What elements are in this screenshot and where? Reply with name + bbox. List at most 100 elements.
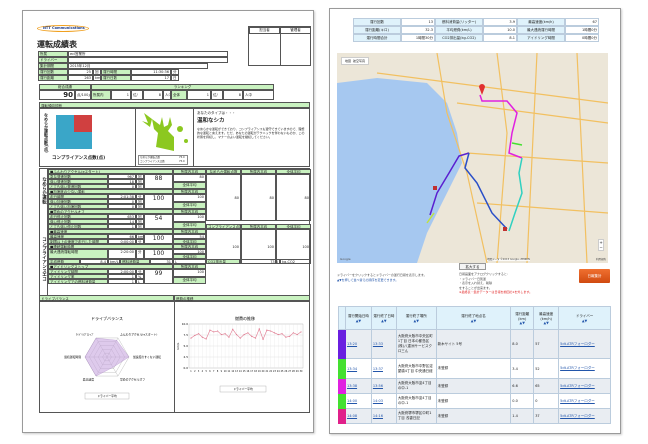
column-header[interactable]: 運行開始日時 ▲▼: [344, 306, 372, 330]
map[interactable]: 地図 航空写真 + − Google 地図データ ©2015 Google, Z…: [337, 53, 608, 263]
table-row[interactable]: 13:34 13:37 大阪府大阪市中野区淀屋橋4丁目 中央通日経 未登録 3.4 52 5…: [338, 358, 611, 379]
avg-value: 100: [173, 249, 206, 254]
data-point: [194, 334, 196, 337]
table-row[interactable]: 13:20 13:33 大阪府大阪市中央区町1丁目 日本の都島区(株)八重洲サービス…: [338, 329, 611, 359]
fuel-unit: km/L: [108, 259, 120, 264]
cell-dist: 6.6: [510, 378, 535, 394]
trip-table: 運行開始日時 ▲▼ 運行終了日時 ▲▼ 運行終了場所 ▲▼ 運行終了地点名 ▲▼ 運行距離(km…: [338, 306, 611, 424]
x-tick-label: 21: [265, 370, 268, 373]
cell-end: 13:56: [370, 378, 397, 394]
charts-box: ドライブバランス ｱｲﾄﾞﾘﾝｸﾞｽﾄｯﾌﾟ ふんわりアクセル(eスタート) 加速度の…: [39, 301, 310, 413]
cell-driver[interactable]: 5dt.ATRフォーロダー: [558, 329, 611, 359]
metric-unit: 回: [136, 219, 144, 224]
map-terms-link[interactable]: 利用規約: [595, 257, 606, 261]
x-tick-label: 12: [231, 370, 234, 373]
cell-start[interactable]: 14:08: [344, 408, 372, 424]
sort-icon[interactable]: ▲▼: [381, 318, 387, 323]
cell-start[interactable]: 13:38: [344, 378, 372, 394]
google-logo: Google: [340, 257, 351, 261]
fuel-label: 平均燃費: [48, 259, 80, 264]
sort-icon[interactable]: ▲▼: [519, 320, 525, 325]
zoom-out-button[interactable]: −: [599, 245, 603, 250]
sort-icon[interactable]: ▲▼: [581, 318, 588, 323]
people-unit: 人中: [163, 90, 171, 100]
table-row[interactable]: 14:00 14:03 大阪府大阪市淀4丁目の中-1 未登録 0.0 0 5dt.ATRフォ…: [338, 393, 611, 409]
avg-value: 80: [173, 174, 206, 182]
summary-header: 所属内平均: [241, 169, 276, 174]
avg-label: 全体平均: [173, 239, 206, 244]
cell-driver[interactable]: 5dt.ATRフォーロダー: [558, 358, 611, 379]
map-tab-satellite[interactable]: 航空写真: [352, 59, 365, 63]
sort-icon[interactable]: ▲▼: [470, 318, 477, 323]
table-row[interactable]: 14:08 14:16 大阪府堺市堺区中町1丁目 浅香日記 未登録 1.4 37 5dt.A…: [338, 408, 611, 424]
cell-speed: 37: [533, 408, 560, 424]
x-tick-label: 26: [284, 370, 287, 373]
x-tick-label: 6: [209, 370, 211, 373]
data-point: [277, 333, 279, 336]
type-intro: あなたのタイプは・・・: [197, 111, 236, 115]
info-unit: 日: [171, 75, 179, 81]
stat-label: アイドリング時間: [517, 34, 565, 42]
data-point: [254, 337, 257, 339]
map-tab-map[interactable]: 地図: [345, 59, 352, 63]
column-header[interactable]: ドライバー ▲▼: [558, 306, 611, 330]
cell-driver[interactable]: 5dt.ATRフォーロダー: [558, 393, 611, 409]
data-point: [258, 328, 260, 330]
route-line: [508, 157, 523, 232]
info-label: ドライバー: [38, 57, 68, 63]
metric-unit: 分: [136, 249, 144, 259]
section-title: ■加速度の少ない運転: [48, 189, 173, 194]
note-left: ドライバーをクリックするとドライバーの運行日報を表示します。 ▲▼を押して並べ替…: [337, 273, 427, 282]
chart-title: ドライブバランス: [91, 315, 123, 321]
zoom-in-button[interactable]: +: [599, 240, 603, 245]
cell-start[interactable]: 13:34: [344, 358, 372, 379]
x-tick-label: 3: [198, 370, 200, 373]
route-color-swatch: [338, 358, 346, 379]
zoom-control: + −: [598, 239, 604, 251]
y-tick-label: 2.5: [184, 355, 189, 359]
ranking-label: ランキング: [91, 84, 274, 90]
quadrant: [56, 132, 74, 149]
sort-icon[interactable]: ▲▼: [543, 320, 549, 325]
bay-water: [337, 78, 462, 263]
sort-icon[interactable]: ▲▼: [355, 318, 362, 323]
info-label: 運行時間: [101, 69, 131, 75]
map-canvas[interactable]: [337, 53, 608, 263]
metric-label: 急な発進回数: [48, 174, 108, 179]
summary-value: 100: [206, 229, 241, 264]
stat-label: 燃料消費量(リッター): [435, 18, 483, 26]
info-value: 11:30:36: [131, 69, 171, 75]
metric-label: 最高速度: [48, 234, 108, 239]
stat-label: 最大連続運行時間: [517, 26, 565, 34]
daily-report-button[interactable]: 日報集計: [579, 269, 610, 283]
data-point: [190, 337, 192, 339]
table-row[interactable]: 13:38 13:56 大阪府大阪市淀4丁目の中-1 未登録 6.6 65 5dt.ATRフ…: [338, 378, 611, 394]
column-header[interactable]: 最高速度(km/h) ▲▼: [533, 306, 560, 330]
metric-value: 2:01:38: [108, 194, 136, 199]
sort-icon[interactable]: ▲▼: [413, 318, 419, 323]
data-point: [273, 332, 276, 334]
x-tick-label: 14: [239, 370, 242, 373]
stat-value: 0時間0分: [565, 34, 599, 42]
column-header[interactable]: 運行終了日時 ▲▼: [370, 306, 397, 330]
column-header[interactable]: 運行終了地点名 ▲▼: [435, 306, 512, 330]
cell-driver[interactable]: 5dt.ATRフォーロダー: [558, 408, 611, 424]
section-score: 100: [144, 249, 173, 259]
map-roads: [376, 53, 608, 263]
data-point: [220, 333, 222, 336]
summary-value: 80: [276, 174, 311, 221]
cell-place: 大阪府大阪市中央区町1丁目 日本の都島区(株)八重洲サービスクロ三ん: [395, 329, 437, 359]
cell-point: 未登録: [435, 408, 512, 424]
cell-driver[interactable]: 5dt.ATRフォーロダー: [558, 378, 611, 394]
trend-header: 燃費の推移: [174, 295, 310, 301]
quadrant-highlight: [74, 115, 92, 132]
column-header[interactable]: 運行距離(km) ▲▼: [510, 306, 535, 330]
metric-unit: 分: [136, 194, 144, 199]
cell-start[interactable]: 13:20: [344, 329, 372, 359]
in-office-rank: 1: [111, 90, 131, 100]
expand-button[interactable]: 拡大する: [459, 263, 486, 270]
cell-start[interactable]: 14:00: [344, 393, 372, 409]
stat-value: 67: [565, 18, 599, 26]
column-header[interactable]: 運行終了場所 ▲▼: [395, 306, 437, 330]
diagnosis-header: 運転傾向診断: [39, 102, 310, 108]
